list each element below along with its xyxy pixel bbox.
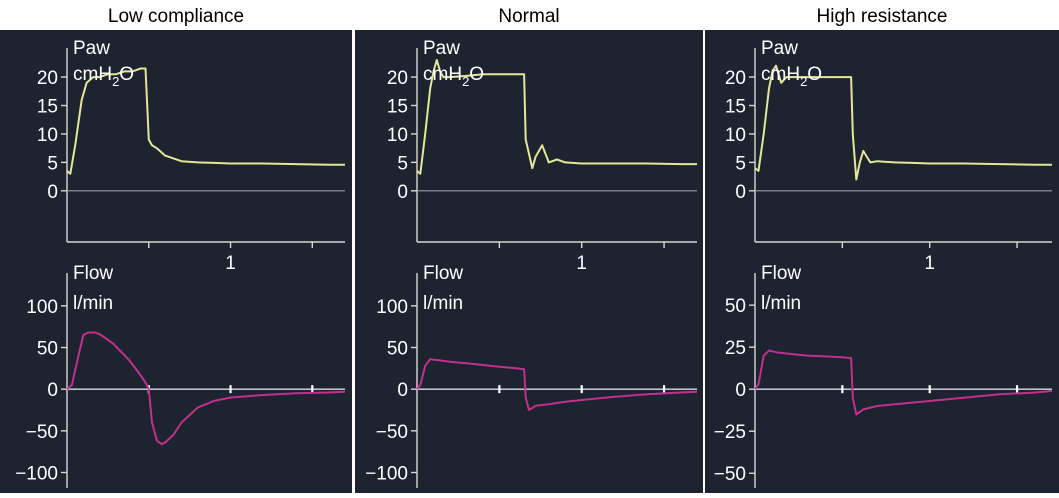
- flow-y-tick-label: 0: [735, 380, 746, 401]
- panel-title: Low compliance: [108, 6, 244, 27]
- flow-subplot: −50 −25 0 25 50 Flow l/min: [714, 263, 1053, 488]
- pressure-unit-label: cmH2O: [761, 64, 822, 89]
- panel-2: High resistance 0 5 10 15 20 1 Paw cmH2O −50 −25 0 2…: [705, 6, 1059, 493]
- pressure-subplot: 0 5 10 15 20 1 Paw cmH2O: [725, 38, 1052, 274]
- flow-y-tick-label: 25: [725, 338, 746, 359]
- pressure-x-tick-label: 1: [225, 253, 236, 274]
- pressure-y-tick-label: 0: [735, 182, 746, 203]
- pressure-trace: [416, 59, 697, 175]
- pressure-unit-label: cmH2O: [73, 64, 134, 89]
- pressure-trace: [754, 64, 1052, 181]
- pressure-y-tick-label: 5: [735, 153, 746, 174]
- flow-label: Flow: [761, 263, 801, 284]
- flow-y-tick-label: −50: [376, 422, 408, 443]
- pressure-y-tick-label: 5: [47, 153, 58, 174]
- pressure-y-tick-label: 20: [725, 68, 746, 89]
- flow-y-tick-label: 0: [397, 380, 408, 401]
- flow-y-tick-label: 50: [725, 296, 746, 317]
- pressure-y-tick-label: 10: [37, 125, 58, 146]
- flow-label: Flow: [423, 263, 463, 284]
- flow-y-tick-label: 50: [37, 339, 58, 360]
- pressure-y-tick-label: 15: [725, 97, 746, 118]
- flow-trace: [66, 331, 346, 446]
- flow-y-tick-label: 100: [26, 297, 58, 318]
- flow-trace: [754, 349, 1053, 416]
- flow-y-tick-label: −100: [365, 464, 408, 485]
- flow-unit-label: l/min: [423, 293, 463, 314]
- panel-1: Normal 0 5 10 15 20 1 Paw cmH2O −100 −50 0 50 100 Flow…: [355, 6, 703, 493]
- pressure-x-tick-label: 1: [576, 253, 587, 274]
- pressure-y-tick-label: 20: [37, 68, 58, 89]
- panel-title: High resistance: [817, 6, 948, 27]
- pressure-label: Paw: [761, 38, 798, 59]
- flow-y-tick-label: 50: [387, 339, 408, 360]
- flow-unit-label: l/min: [73, 293, 113, 314]
- pressure-label: Paw: [423, 38, 460, 59]
- panel-0: Low compliance 0 5 10 15 20 1 Paw cmH2O −100 −50 0 5…: [0, 6, 352, 493]
- panel-background: [705, 30, 1059, 493]
- flow-subplot: −100 −50 0 50 100 Flow l/min: [15, 263, 346, 488]
- pressure-y-tick-label: 10: [387, 125, 408, 146]
- pressure-y-tick-label: 5: [397, 153, 408, 174]
- pressure-y-tick-label: 15: [387, 97, 408, 118]
- pressure-subplot: 0 5 10 15 20 1 Paw cmH2O: [387, 38, 697, 274]
- panel-background: [355, 30, 703, 493]
- pressure-y-tick-label: 20: [387, 68, 408, 89]
- pressure-subplot: 0 5 10 15 20 1 Paw cmH2O: [37, 38, 345, 274]
- flow-y-tick-label: 0: [47, 380, 58, 401]
- flow-subplot: −100 −50 0 50 100 Flow l/min: [365, 263, 698, 488]
- flow-y-tick-label: −100: [15, 464, 58, 485]
- flow-label: Flow: [73, 263, 113, 284]
- pressure-trace: [66, 67, 345, 175]
- pressure-unit-label: cmH2O: [423, 64, 484, 89]
- pressure-y-tick-label: 0: [397, 182, 408, 203]
- flow-unit-label: l/min: [761, 293, 801, 314]
- flow-y-tick-label: −50: [26, 422, 58, 443]
- pressure-y-tick-label: 0: [47, 182, 58, 203]
- flow-y-tick-label: 100: [376, 297, 408, 318]
- flow-trace: [416, 358, 698, 411]
- flow-y-tick-label: −50: [714, 464, 746, 485]
- panel-background: [0, 30, 352, 493]
- flow-y-tick-label: −25: [714, 422, 746, 443]
- panel-title: Normal: [498, 6, 559, 27]
- pressure-y-tick-label: 10: [725, 125, 746, 146]
- pressure-y-tick-label: 15: [37, 97, 58, 118]
- pressure-x-tick-label: 1: [924, 253, 935, 274]
- pressure-label: Paw: [73, 38, 110, 59]
